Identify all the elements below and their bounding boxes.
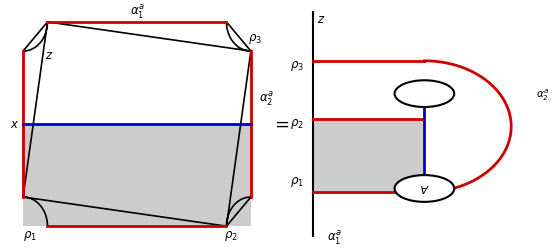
Text: $z$: $z$ <box>317 13 326 26</box>
Text: $\alpha_2^a$: $\alpha_2^a$ <box>535 87 549 102</box>
Text: $\rho_2$: $\rho_2$ <box>224 229 238 243</box>
Text: $A$: $A$ <box>420 88 429 100</box>
Text: $\alpha_1^a$: $\alpha_1^a$ <box>327 230 342 247</box>
Circle shape <box>395 175 454 202</box>
Text: $z$: $z$ <box>45 50 53 62</box>
Text: $\rho_2$: $\rho_2$ <box>290 117 304 131</box>
Circle shape <box>395 80 454 107</box>
Bar <box>313 119 424 192</box>
Text: $=$: $=$ <box>272 115 290 133</box>
Text: $x$: $x$ <box>9 118 19 130</box>
Text: $\alpha_1^a$: $\alpha_1^a$ <box>130 4 145 21</box>
Bar <box>23 124 251 226</box>
Text: $\rho_1$: $\rho_1$ <box>23 229 37 243</box>
Text: $\alpha_2^a$: $\alpha_2^a$ <box>259 91 274 108</box>
Text: $\rho_3$: $\rho_3$ <box>290 59 304 73</box>
Text: $\rho_1$: $\rho_1$ <box>290 176 304 190</box>
Text: $\rho_3$: $\rho_3$ <box>248 32 262 46</box>
Text: $A$: $A$ <box>420 182 429 194</box>
